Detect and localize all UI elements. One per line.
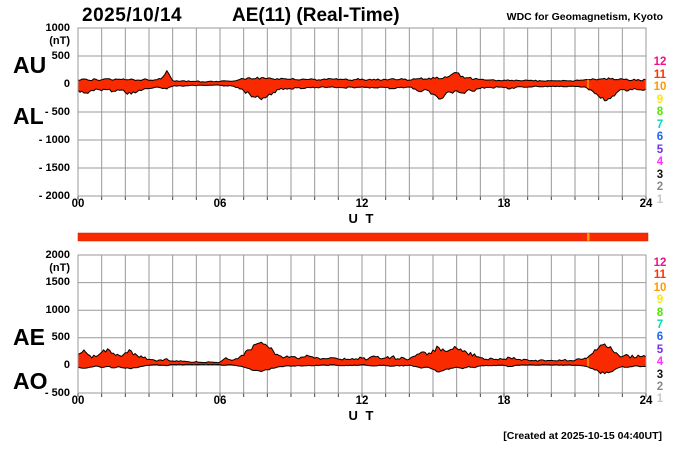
station-count-6: 6 xyxy=(656,331,664,344)
page-title: AE(11) (Real-Time) xyxy=(232,5,400,26)
y-tick-label: 1500 xyxy=(45,276,70,289)
station-availability-bar xyxy=(78,233,648,241)
station-count-5: 5 xyxy=(656,143,664,156)
x-axis-title: U T xyxy=(348,211,376,226)
x-tick-label: 12 xyxy=(355,395,369,407)
label-au: AU xyxy=(13,52,47,78)
x-tick-label: 00 xyxy=(71,395,85,407)
x-tick-label: 18 xyxy=(497,395,511,407)
label-al: AL xyxy=(13,103,44,129)
station-count-3: 3 xyxy=(656,168,664,181)
y-tick-label: 2000 xyxy=(45,248,70,261)
plot-date: 2025/10/14 xyxy=(82,5,183,26)
x-tick-label: 12 xyxy=(355,198,369,210)
x-tick-label: 06 xyxy=(213,395,227,407)
station-count-8: 8 xyxy=(656,306,664,319)
x-axis-title: U T xyxy=(348,408,376,423)
station-count-1: 1 xyxy=(656,193,664,206)
x-tick-label: 18 xyxy=(497,198,511,210)
y-tick-label: - 1500 xyxy=(38,161,70,174)
station-count-2: 2 xyxy=(656,381,664,393)
availability-bar-edge xyxy=(77,232,649,242)
y-tick-label: 0 xyxy=(63,77,70,90)
created-timestamp: [Created at 2025-10-15 04:40UT] xyxy=(503,430,662,442)
station-count-8: 8 xyxy=(656,106,664,118)
station-count-11: 11 xyxy=(653,68,667,81)
y-tick-label: - 1000 xyxy=(38,133,70,146)
station-count-4: 4 xyxy=(656,356,664,369)
panel-border xyxy=(77,27,647,197)
station-count-12: 12 xyxy=(653,257,667,269)
y-tick-label: - 2000 xyxy=(38,189,70,202)
y-axis-unit: (nT) xyxy=(49,34,70,47)
station-count-9: 9 xyxy=(656,294,664,307)
availability-gap-segment xyxy=(587,233,590,241)
y-tick-label: - 500 xyxy=(44,105,70,118)
station-count-7: 7 xyxy=(656,319,664,331)
station-count-6: 6 xyxy=(656,131,664,143)
station-count-7: 7 xyxy=(656,118,664,131)
y-tick-label: 500 xyxy=(51,49,70,62)
station-count-10: 10 xyxy=(653,281,667,294)
label-ae: AE xyxy=(13,324,45,350)
station-count-3: 3 xyxy=(656,368,664,381)
x-tick-label: 00 xyxy=(71,198,85,210)
x-tick-label: 24 xyxy=(639,198,653,210)
station-count-1: 1 xyxy=(656,393,664,406)
y-axis-unit: (nT) xyxy=(49,261,70,274)
station-count-9: 9 xyxy=(656,93,664,106)
x-tick-label: 06 xyxy=(213,198,227,210)
station-count-11: 11 xyxy=(653,269,667,282)
station-count-2: 2 xyxy=(656,181,664,193)
observatory-credit: WDC for Geomagnetism, Kyoto xyxy=(506,11,663,23)
y-tick-label: 1000 xyxy=(45,303,70,316)
station-count-4: 4 xyxy=(656,156,664,168)
y-tick-label: 1000 xyxy=(45,21,70,34)
panel-border xyxy=(77,254,647,394)
x-tick-label: 24 xyxy=(639,395,653,407)
station-count-10: 10 xyxy=(653,81,667,93)
y-tick-label: 500 xyxy=(51,331,70,344)
y-tick-label: - 500 xyxy=(44,386,70,399)
label-ao: AO xyxy=(13,368,48,394)
station-count-12: 12 xyxy=(653,56,667,68)
y-tick-label: 0 xyxy=(63,358,70,371)
station-count-5: 5 xyxy=(656,343,664,356)
